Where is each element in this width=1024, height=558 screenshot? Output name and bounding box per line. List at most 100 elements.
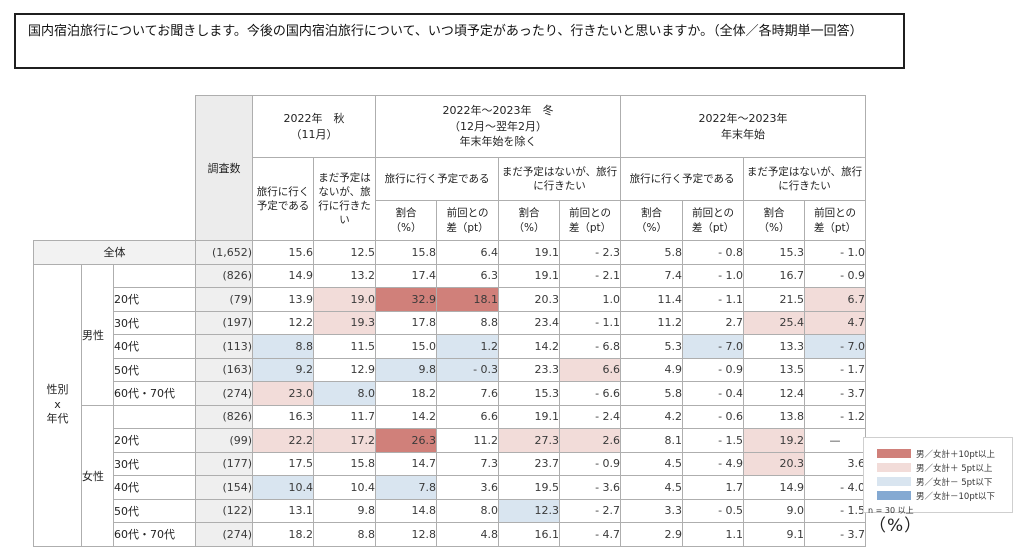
value-cell: 19.0 — [313, 287, 377, 312]
col-header-diff: 前回との 差（pt） — [804, 200, 867, 241]
table-row: 全体 (1,652) 15.6 12.5 15.8 6.4 19.1- 2.3 5.8- 0.… — [32, 240, 867, 265]
value-cell: - 2.7 — [559, 498, 622, 523]
col-header-autumn-plan: 旅行に行く予定である — [252, 157, 315, 241]
value-cell: 4.7 — [804, 310, 867, 335]
value-cell: - 4.9 — [682, 451, 745, 476]
value-cell: 10.4 — [252, 475, 315, 500]
value-cell: - 7.0 — [682, 334, 745, 359]
value-cell: 8.8 — [252, 334, 315, 359]
col-header-ratio: 割合 （%） — [498, 200, 561, 241]
value-cell: - 2.1 — [559, 263, 622, 288]
value-cell: - 6.8 — [559, 334, 622, 359]
value-cell: 18.2 — [252, 522, 315, 547]
value-cell: 12.9 — [313, 357, 377, 382]
value-cell: 9.2 — [252, 357, 315, 382]
survey-count-cell: (122) — [195, 498, 254, 523]
value-cell: 3.6 — [804, 451, 867, 476]
legend-swatch-plus10-icon — [877, 449, 911, 458]
value-cell: 16.3 — [252, 404, 315, 429]
value-cell: 1.2 — [436, 334, 500, 359]
value-cell: 7.4 — [620, 263, 684, 288]
value-cell: - 3.7 — [804, 522, 867, 547]
table-row: 60代・70代 (274) 23.0 8.0 18.2 7.6 15.3- 6.6 5.8- … — [34, 381, 867, 406]
value-cell: - 0.4 — [682, 381, 745, 406]
value-cell: 13.9 — [252, 287, 315, 312]
row-label-age: 60代・70代 — [112, 381, 197, 406]
value-cell: 16.1 — [498, 522, 561, 547]
value-cell: 8.0 — [436, 498, 500, 523]
row-label-age: 20代 — [112, 428, 197, 453]
value-cell: 14.7 — [375, 451, 438, 476]
value-cell: 12.5 — [313, 240, 377, 265]
value-cell: 19.1 — [498, 404, 561, 429]
survey-count-cell: (274) — [195, 522, 254, 547]
survey-count-cell: (163) — [195, 357, 254, 382]
survey-table: 調査数 2022年 秋 （11月） 2022年～2023年 冬 （12月～翌年2… — [32, 95, 867, 547]
value-cell: 6.3 — [436, 263, 500, 288]
value-cell: 20.3 — [743, 451, 806, 476]
value-cell: - 4.0 — [804, 475, 867, 500]
value-cell: 14.9 — [743, 475, 806, 500]
value-cell: 19.2 — [743, 428, 806, 453]
value-cell: 23.4 — [498, 310, 561, 335]
value-cell: - 0.9 — [682, 357, 745, 382]
legend-item: 男／女計－ 5pt以下 — [877, 475, 1008, 488]
value-cell: 11.4 — [620, 287, 684, 312]
value-cell: 6.6 — [559, 357, 622, 382]
legend-label: 男／女計－10pt以下 — [916, 491, 996, 502]
unit-label: （%） — [869, 516, 923, 536]
col-header-winter-plan: 旅行に行く予定である — [375, 157, 500, 201]
legend-swatch-plus5-icon — [877, 463, 911, 472]
legend-item: 男／女計－10pt以下 — [877, 489, 1008, 502]
value-cell: 8.8 — [313, 522, 377, 547]
legend-swatch-minus10-icon — [877, 491, 911, 500]
value-cell: 18.2 — [375, 381, 438, 406]
value-cell: 15.8 — [375, 240, 438, 265]
value-cell: 16.7 — [743, 263, 806, 288]
value-cell: - 0.9 — [804, 263, 867, 288]
table-row: 40代 (154) 10.4 10.4 7.8 3.6 19.5- 3.6 4.5 1.7 14.… — [34, 475, 867, 500]
col-header-diff: 前回との 差（pt） — [559, 200, 622, 241]
value-cell: 12.8 — [375, 522, 438, 547]
value-cell: 7.8 — [375, 475, 438, 500]
col-group-autumn: 2022年 秋 （11月） — [252, 95, 377, 158]
legend-label: 男／女計＋ 5pt以上 — [916, 463, 993, 474]
value-cell: 15.8 — [313, 451, 377, 476]
value-cell: 4.2 — [620, 404, 684, 429]
value-cell: 3.6 — [436, 475, 500, 500]
value-cell: - 0.9 — [559, 451, 622, 476]
legend: 男／女計＋10pt以上 男／女計＋ 5pt以上 男／女計－ 5pt以下 男／女計… — [863, 437, 1013, 515]
value-cell: 10.4 — [313, 475, 377, 500]
value-cell: 19.3 — [313, 310, 377, 335]
value-cell: 13.8 — [743, 404, 806, 429]
table-row: 性別 x 年代 男性 (826) 14.9 13.2 17.4 6.3 19.1- 2.1 7.… — [33, 263, 867, 547]
value-cell: 11.2 — [620, 310, 684, 335]
survey-count-cell: (154) — [195, 475, 254, 500]
row-label-gender: 女性 — [81, 404, 114, 547]
row-label-age: 40代 — [112, 334, 197, 359]
value-cell: 13.1 — [252, 498, 315, 523]
col-group-yearend: 2022年～2023年 年末年始 — [620, 95, 867, 158]
value-cell: 17.8 — [375, 310, 438, 335]
value-cell: - 2.3 — [559, 240, 622, 265]
value-cell: 9.8 — [375, 357, 438, 382]
corner-blank — [33, 95, 196, 241]
row-label-gender: 男性 — [81, 263, 114, 406]
table-row: 50代 (163) 9.2 12.9 9.8- 0.3 23.3 6.6 4.9- 0.9 13… — [34, 357, 867, 382]
value-cell: 8.1 — [620, 428, 684, 453]
value-cell: 8.8 — [436, 310, 500, 335]
legend-swatch-minus5-icon — [877, 477, 911, 486]
table-row: 30代 (197) 12.2 19.3 17.8 8.8 23.4- 1.1 11.2 2.7 2… — [34, 310, 867, 335]
question-text: 国内宿泊旅行についてお聞きします。今後の国内宿泊旅行について、いつ頃予定があった… — [28, 24, 863, 39]
value-cell: 12.2 — [252, 310, 315, 335]
col-header-ratio: 割合 （%） — [620, 200, 684, 241]
value-cell: 12.3 — [498, 498, 561, 523]
value-cell: 23.0 — [252, 381, 315, 406]
value-cell: 5.3 — [620, 334, 684, 359]
value-cell: - 7.0 — [804, 334, 867, 359]
value-cell: 6.4 — [436, 240, 500, 265]
survey-count-cell: (826) — [195, 263, 254, 288]
row-label-age: 30代 — [112, 451, 197, 476]
value-cell: - 1.0 — [804, 240, 867, 265]
